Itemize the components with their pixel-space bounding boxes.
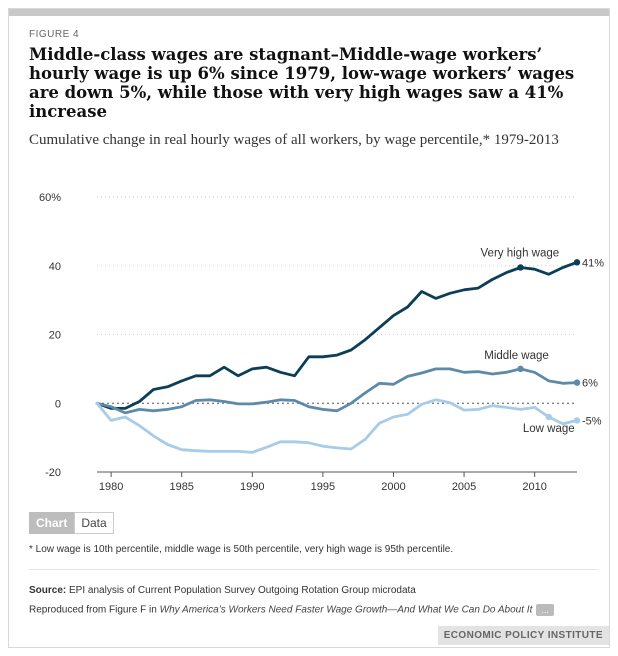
x-tick-label: 2010 — [522, 481, 546, 493]
reproduced-prefix: Reproduced from Figure F in — [29, 604, 160, 616]
series-endpoint-middle — [573, 379, 581, 386]
y-tick-label: 0 — [55, 398, 61, 410]
line-chart: -20 0 20 40 60% 1980 1985 1990 1995 2000 2005 2010 4… — [39, 192, 604, 493]
annotation-label-middle: Middle wage — [484, 350, 549, 362]
x-tick-label: 1990 — [240, 481, 264, 493]
chart-data-toggle: Chart Data — [29, 512, 114, 534]
annotation-label-very_high: Very high wage — [481, 247, 560, 259]
chart-subtitle: Cumulative change in real hourly wages o… — [29, 132, 559, 148]
chart-title: Middle-class wages are stagnant–Middle-w… — [29, 45, 575, 121]
source-note: Source: EPI analysis of Current Populati… — [29, 585, 416, 596]
brand-logo: ECONOMIC POLICY INSTITUTE — [437, 626, 609, 645]
y-tick-label: -20 — [45, 467, 61, 479]
annotation-label-low: Low wage — [523, 423, 575, 435]
footnote: * Low wage is 10th percentile, middle wa… — [29, 544, 454, 555]
series-line-low — [95, 398, 579, 454]
series-line-middle — [95, 367, 579, 415]
end-label-low: -5% — [582, 415, 602, 427]
chart-tab[interactable]: Chart — [29, 512, 75, 534]
source-text: EPI analysis of Current Population Surve… — [66, 585, 416, 596]
data-tab[interactable]: Data — [74, 512, 114, 534]
figure-label: FIGURE 4 — [29, 29, 80, 40]
x-tick-label: 1980 — [99, 481, 123, 493]
x-tick-label: 2005 — [452, 481, 476, 493]
more-button[interactable]: ... — [536, 604, 554, 616]
y-tick-label: 20 — [49, 330, 61, 342]
series-line-very_high — [95, 260, 579, 410]
report-link[interactable]: Why America’s Workers Need Faster Wage G… — [159, 604, 533, 616]
annotation-marker-low — [545, 413, 552, 421]
source-label: Source: — [29, 585, 67, 596]
x-tick-label: 1985 — [169, 481, 193, 493]
y-tick-label: 40 — [49, 261, 61, 273]
y-tick-label: 60% — [39, 192, 61, 204]
series-endpoint-very_high — [573, 259, 581, 266]
series-endpoint-low — [573, 417, 581, 424]
annotation-marker-very_high — [517, 264, 524, 271]
annotation-marker-middle — [517, 365, 524, 373]
figure-card: FIGURE 4 Middle-class wages are stagnant… — [8, 8, 610, 648]
reproduced-note: Reproduced from Figure F in Why America’… — [29, 604, 554, 616]
x-tick-label: 2000 — [381, 481, 405, 493]
x-tick-label: 1995 — [311, 481, 335, 493]
end-label-middle: 6% — [582, 378, 598, 390]
end-label-very_high: 41% — [582, 257, 604, 269]
top-accent-bar — [9, 9, 609, 16]
divider — [29, 569, 599, 570]
